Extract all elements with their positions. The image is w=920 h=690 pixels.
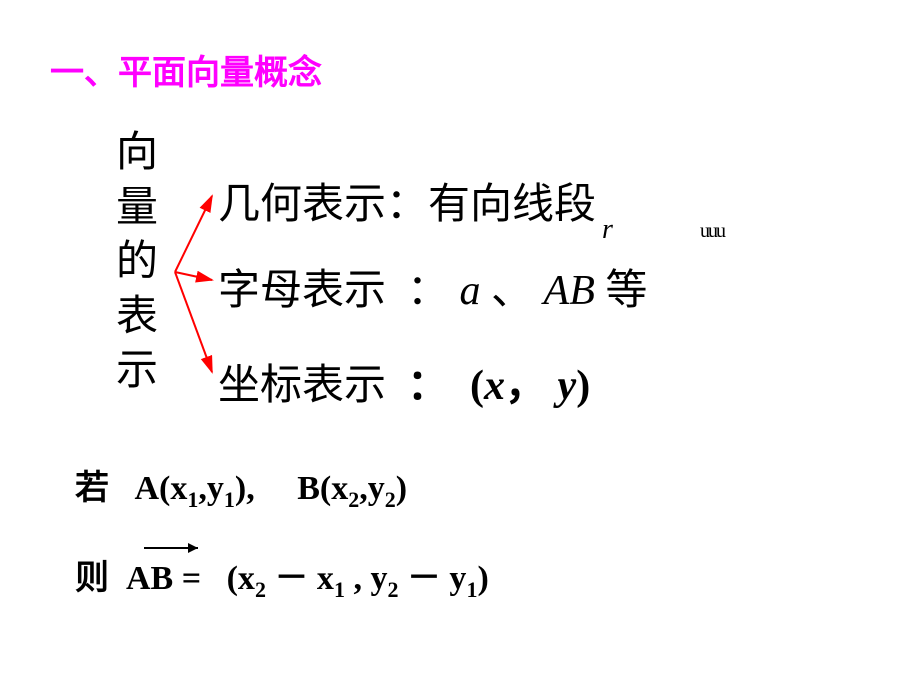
row3-open: ( bbox=[470, 363, 484, 409]
res-close: ) bbox=[477, 560, 488, 597]
row2-sep: 、 bbox=[491, 268, 533, 314]
point-B-mid: ,y bbox=[359, 470, 385, 507]
representation-geometric: 几何表示：有向线段 bbox=[218, 170, 596, 231]
res-s3: 2 bbox=[387, 577, 398, 602]
then-word: 则 bbox=[75, 560, 109, 597]
row3-label: 坐标表示 bbox=[218, 363, 386, 409]
res-m1: － x bbox=[266, 560, 334, 597]
point-B-open: B(x bbox=[297, 470, 348, 507]
row2-label: 字母表示 bbox=[218, 268, 386, 314]
representation-coordinate: 坐标表示 ： (x， y) bbox=[218, 351, 590, 412]
res-s4: 1 bbox=[466, 577, 477, 602]
section-heading: 一、平面向量概念 bbox=[50, 45, 322, 94]
row1-desc: ：有向线段 bbox=[386, 182, 596, 228]
res-s2: 1 bbox=[334, 577, 345, 602]
row2-over-r: r bbox=[602, 214, 613, 246]
row3-close: ) bbox=[576, 363, 590, 409]
res-m2: － y bbox=[398, 560, 466, 597]
row2-vector-a: a bbox=[460, 268, 481, 314]
given-points-line: 若 A(x1,y1), B(x2,y2) bbox=[75, 460, 407, 513]
result-line: 则 AB = (x2 － x1 , y2 － y1) bbox=[75, 550, 489, 603]
point-B-s1: 2 bbox=[348, 487, 359, 512]
row3-x: x bbox=[484, 363, 505, 409]
row2-vector-AB: AB bbox=[544, 268, 595, 314]
row3-colon: ： bbox=[407, 363, 449, 409]
point-B-s2: 2 bbox=[385, 487, 396, 512]
point-A-s1: 1 bbox=[187, 487, 198, 512]
row2-over-uuu: uuu bbox=[700, 220, 724, 243]
vector-AB: AB bbox=[126, 560, 173, 597]
point-A-open: A(x bbox=[135, 470, 188, 507]
row3-y: y bbox=[558, 363, 577, 409]
row2-colon: ： bbox=[407, 268, 449, 314]
row2-post: 等 bbox=[605, 268, 647, 314]
equals: = bbox=[173, 560, 209, 597]
vertical-label: 向量的表示 bbox=[116, 126, 160, 399]
representation-letter: 字母表示 ： a 、 AB 等 r uuu bbox=[218, 256, 647, 317]
point-A-mid: ,y bbox=[198, 470, 224, 507]
point-B-close: ) bbox=[396, 470, 407, 507]
row1-label: 几何表示 bbox=[218, 182, 386, 228]
row3-comma: ， bbox=[505, 363, 547, 409]
res-mid: , y bbox=[345, 560, 388, 597]
res-s1: 2 bbox=[255, 577, 266, 602]
point-A-close: ), bbox=[235, 470, 255, 507]
if-word: 若 bbox=[75, 470, 109, 507]
res-open: (x bbox=[227, 560, 255, 597]
point-A-s2: 1 bbox=[224, 487, 235, 512]
